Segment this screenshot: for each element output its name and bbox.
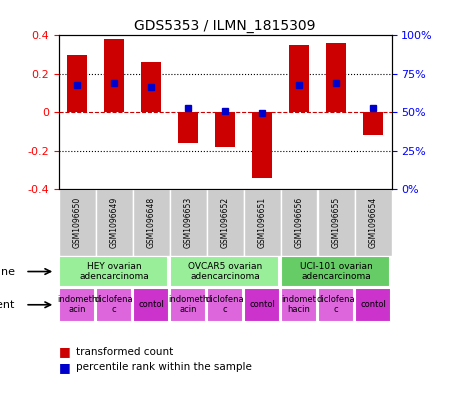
Bar bbox=[67, 55, 87, 112]
Text: GSM1096651: GSM1096651 bbox=[257, 197, 266, 248]
Text: percentile rank within the sample: percentile rank within the sample bbox=[76, 362, 252, 373]
Text: indometh
acin: indometh acin bbox=[168, 295, 208, 314]
Text: GSM1096653: GSM1096653 bbox=[184, 197, 193, 248]
FancyBboxPatch shape bbox=[58, 189, 95, 256]
Bar bbox=[289, 45, 309, 112]
Text: contol: contol bbox=[138, 300, 164, 309]
Bar bbox=[363, 112, 383, 136]
Text: agent: agent bbox=[0, 300, 15, 310]
Text: cell line: cell line bbox=[0, 266, 15, 277]
Text: ■: ■ bbox=[58, 345, 70, 358]
Bar bbox=[178, 112, 198, 143]
Text: GSM1096656: GSM1096656 bbox=[294, 197, 303, 248]
FancyBboxPatch shape bbox=[170, 256, 279, 286]
FancyBboxPatch shape bbox=[207, 288, 243, 321]
Bar bbox=[141, 62, 161, 112]
Text: GSM1096648: GSM1096648 bbox=[147, 197, 156, 248]
Text: contol: contol bbox=[249, 300, 275, 309]
Text: OVCAR5 ovarian
adencarcinoma: OVCAR5 ovarian adencarcinoma bbox=[188, 262, 262, 281]
FancyBboxPatch shape bbox=[207, 189, 243, 256]
FancyBboxPatch shape bbox=[58, 256, 168, 286]
Text: ■: ■ bbox=[58, 361, 70, 374]
Bar bbox=[252, 112, 272, 178]
Text: GSM1096654: GSM1096654 bbox=[369, 197, 378, 248]
FancyBboxPatch shape bbox=[132, 189, 170, 256]
FancyBboxPatch shape bbox=[318, 288, 354, 321]
Text: GSM1096650: GSM1096650 bbox=[72, 197, 81, 248]
FancyBboxPatch shape bbox=[355, 189, 392, 256]
Text: GSM1096655: GSM1096655 bbox=[332, 197, 341, 248]
Title: GDS5353 / ILMN_1815309: GDS5353 / ILMN_1815309 bbox=[134, 19, 316, 33]
FancyBboxPatch shape bbox=[170, 189, 207, 256]
Text: GSM1096652: GSM1096652 bbox=[220, 197, 230, 248]
FancyBboxPatch shape bbox=[95, 189, 132, 256]
Text: GSM1096649: GSM1096649 bbox=[109, 197, 118, 248]
Text: contol: contol bbox=[360, 300, 386, 309]
FancyBboxPatch shape bbox=[318, 189, 355, 256]
Text: transformed count: transformed count bbox=[76, 347, 174, 357]
FancyBboxPatch shape bbox=[280, 256, 390, 286]
Bar bbox=[326, 43, 346, 112]
FancyBboxPatch shape bbox=[244, 288, 279, 321]
Text: diclofena
c: diclofena c bbox=[206, 295, 244, 314]
FancyBboxPatch shape bbox=[59, 288, 94, 321]
Text: diclofena
c: diclofena c bbox=[317, 295, 356, 314]
Text: indometh
acin: indometh acin bbox=[57, 295, 97, 314]
FancyBboxPatch shape bbox=[281, 288, 316, 321]
FancyBboxPatch shape bbox=[243, 189, 280, 256]
Text: HEY ovarian
adencarcinoma: HEY ovarian adencarcinoma bbox=[79, 262, 149, 281]
FancyBboxPatch shape bbox=[170, 288, 206, 321]
FancyBboxPatch shape bbox=[355, 288, 391, 321]
Bar bbox=[215, 112, 235, 147]
Bar bbox=[104, 39, 124, 112]
Text: UCI-101 ovarian
adencarcinoma: UCI-101 ovarian adencarcinoma bbox=[300, 262, 373, 281]
FancyBboxPatch shape bbox=[280, 189, 318, 256]
FancyBboxPatch shape bbox=[96, 288, 131, 321]
FancyBboxPatch shape bbox=[133, 288, 168, 321]
Text: diclofena
c: diclofena c bbox=[94, 295, 133, 314]
Text: indomet
hacin: indomet hacin bbox=[282, 295, 316, 314]
